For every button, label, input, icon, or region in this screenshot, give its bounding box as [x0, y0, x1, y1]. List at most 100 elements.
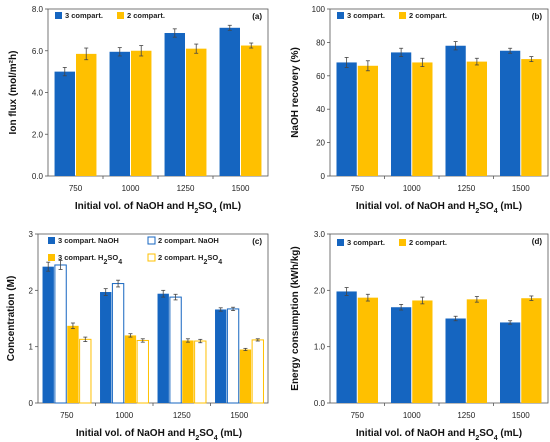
x-tick-label: 750 [351, 411, 365, 420]
legend-label: 2 compart. [127, 11, 165, 20]
legend-label: 3 compart. H2SO4 [58, 253, 122, 266]
bar [54, 264, 67, 404]
y-axis-label: Energy consumption (kWh/kg) [290, 246, 301, 390]
bar [67, 325, 79, 403]
bar [136, 339, 149, 404]
y-tick-label: 3.0 [314, 230, 326, 239]
legend-swatch [337, 12, 344, 19]
bar [54, 71, 75, 176]
bar [226, 308, 240, 404]
bar [100, 292, 112, 403]
bar [215, 309, 227, 403]
legend-swatch [399, 239, 406, 246]
y-tick-label: 2.0 [32, 130, 44, 139]
legend-swatch [147, 253, 156, 262]
x-axis-label: Initial vol. of NaOH and H2SO4 (mL) [356, 428, 522, 442]
y-tick-label: 2 [29, 286, 34, 295]
bar [239, 349, 252, 403]
bar [164, 33, 185, 176]
bar [131, 50, 152, 176]
x-tick-label: 1500 [230, 411, 248, 420]
x-tick-label: 750 [69, 184, 83, 193]
x-tick-label: 1500 [512, 184, 530, 193]
x-axis-label: Initial vol. of NaOH and H2SO4 (mL) [75, 201, 241, 215]
bar [357, 65, 379, 176]
bar [445, 45, 466, 176]
bar [499, 50, 521, 176]
y-tick-label: 0.0 [314, 399, 326, 408]
bar [182, 340, 194, 403]
y-tick-label: 100 [312, 5, 326, 14]
panel-label: (b) [532, 12, 543, 21]
y-tick-label: 0 [321, 172, 326, 181]
legend-label: 3 compart. [347, 11, 385, 20]
legend-label: 3 compart. NaOH [58, 236, 119, 245]
x-tick-label: 1000 [115, 411, 133, 420]
bar [157, 293, 169, 403]
legend-swatch [48, 237, 55, 244]
bar [336, 291, 357, 403]
bar [219, 27, 240, 176]
x-axis-label: Initial vol. of NaOH and H2SO4 (mL) [356, 201, 522, 215]
chart-panel-3: 0.0 1.0 2.0 3.0 750 1000 1250 1500 (d) 3 compart.… [290, 230, 549, 442]
x-tick-label: 1250 [457, 411, 475, 420]
y-tick-label: 6.0 [32, 47, 44, 56]
panel-label: (d) [532, 237, 543, 246]
y-axis-label: Concentration (M) [6, 276, 17, 362]
legend-swatch [48, 254, 55, 261]
y-tick-label: 1.0 [314, 343, 326, 352]
x-axis-label: Initial vol. of NaOH and H2SO4 (mL) [76, 428, 242, 442]
legend-label: 2 compart. [409, 238, 447, 247]
bar [499, 322, 521, 403]
legend-label: 2 compart. [409, 11, 447, 20]
y-axis-label: Ion flux (mol/m²h) [8, 51, 19, 135]
bar [186, 48, 207, 176]
y-tick-label: 0 [29, 399, 34, 408]
bar [251, 339, 264, 404]
bar [412, 62, 433, 176]
x-tick-label: 750 [60, 411, 74, 420]
x-tick-label: 1000 [403, 411, 421, 420]
y-tick-label: 2.0 [314, 286, 326, 295]
legend-label: 3 compart. [347, 238, 385, 247]
bar [79, 338, 92, 404]
y-tick-label: 40 [316, 105, 325, 114]
legend-swatch [399, 12, 406, 19]
bar [336, 62, 357, 176]
bar [357, 297, 379, 403]
x-tick-label: 1000 [403, 184, 421, 193]
y-axis-label: NaOH recovery (%) [290, 47, 301, 138]
panel-label: (a) [252, 12, 262, 21]
legend-swatch [337, 239, 344, 246]
bar [412, 300, 433, 403]
x-tick-label: 1250 [173, 411, 191, 420]
bar [111, 283, 125, 404]
x-tick-label: 1500 [512, 411, 530, 420]
y-tick-label: 80 [316, 38, 325, 47]
bar [42, 266, 54, 403]
bar [124, 335, 137, 403]
y-tick-label: 0.0 [32, 172, 44, 181]
bar [466, 61, 488, 177]
y-tick-label: 1 [29, 343, 34, 352]
bar [76, 53, 97, 176]
chart-panel-2: 0 1 2 3 750 1000 1250 1500 (c) 3 compart. NaOH 2 c… [6, 230, 269, 442]
legend-swatch [117, 12, 124, 19]
x-tick-label: 1000 [122, 184, 140, 193]
panel-label: (c) [252, 237, 262, 246]
x-tick-label: 1500 [232, 184, 250, 193]
legend-label: 2 compart. H2SO4 [158, 253, 222, 266]
y-tick-label: 3 [29, 230, 34, 239]
bar [521, 298, 542, 403]
y-tick-label: 8.0 [32, 5, 44, 14]
bar [445, 318, 466, 403]
chart-panel-0: 0.0 2.0 4.0 6.0 8.0 750 1000 1250 1500 (a) 3 compa… [8, 5, 269, 215]
y-tick-label: 4.0 [32, 89, 44, 98]
legend-label: 2 compart. NaOH [158, 236, 219, 245]
legend-swatch [147, 236, 156, 245]
bar [466, 299, 488, 403]
bar [241, 45, 262, 176]
bar [390, 307, 412, 403]
bar [390, 52, 412, 176]
